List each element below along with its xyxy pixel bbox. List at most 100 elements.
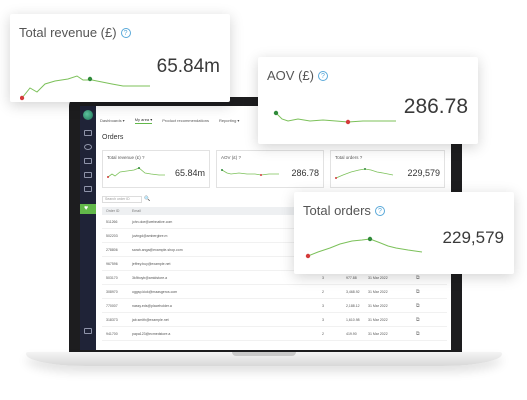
peak-dot [87, 76, 93, 82]
email-cell: nassy.eds@placeholder.a [132, 303, 172, 308]
order-id-cell: 967596 [106, 261, 118, 266]
email-cell: oggsp.kiok@maasgeros.com [132, 289, 178, 294]
app-logo[interactable] [83, 110, 93, 120]
table-row[interactable]: 770007 nassy.eds@placeholder.a 3 2,188.12 31… [102, 299, 447, 313]
search-input[interactable]: Search order ID [102, 196, 142, 203]
nav-reporting[interactable]: Reporting ▾ [218, 117, 240, 123]
copy-icon[interactable]: ⧉ [416, 288, 420, 295]
date-cell: 31 Mar 2022 [368, 303, 388, 308]
col-order-id[interactable]: Order ID [106, 209, 120, 213]
order-id-cell: 278806 [106, 247, 118, 252]
card-value: 229,579 [442, 228, 504, 247]
total-cell: 2,188.12 [346, 303, 360, 308]
moon-icon[interactable] [84, 144, 92, 150]
date-cell: 31 Mar 2022 [368, 331, 388, 336]
date-cell: 31 Mar 2022 [368, 275, 388, 280]
nav-product-recommendations[interactable]: Product recommendations [162, 117, 209, 123]
card-title: Total revenue (£)? [19, 25, 131, 40]
laptop-notch [232, 352, 296, 356]
mini-card-value: 229,579 [407, 168, 440, 178]
order-id-cell: 318373 [106, 317, 118, 322]
card-total-orders: Total orders? 229,579 [294, 192, 514, 274]
card-title-text: AOV (£) [267, 68, 314, 83]
order-id-cell: 770007 [106, 303, 118, 308]
email-cell: john.doe@webnative.com [132, 219, 173, 224]
mini-card-revenue: Total revenue (£) ? 65.84m [102, 150, 210, 188]
order-id-cell: 941700 [106, 331, 118, 336]
heart-icon: ♥ [84, 205, 89, 212]
card-title: Total orders? [303, 203, 385, 218]
report-icon[interactable] [84, 186, 92, 192]
laptop-screen: ♥ Dashboards ▾ My area ▾ Product recomme… [80, 106, 451, 350]
table-row[interactable]: 941700 papa123@ecmedstore.a 2 419.90 31 Mar … [102, 327, 447, 341]
nav-my-area[interactable]: My area ▾ [134, 116, 153, 124]
inbox-icon[interactable] [84, 130, 92, 136]
mini-sparkline-orders [335, 168, 394, 179]
mini-card-value: 65.84m [174, 168, 205, 178]
total-cell: 977.88 [346, 275, 357, 280]
order-id-cell: 502203 [106, 233, 118, 238]
card-aov: AOV (£)? 286.78 [258, 57, 478, 144]
total-cell: 3,468.92 [346, 289, 360, 294]
email-cell: sarah.anga@example-shop.com [132, 247, 183, 252]
card-title-text: Total revenue (£) [19, 25, 117, 40]
info-icon[interactable]: ? [317, 71, 328, 81]
total-cell: 419.90 [346, 331, 357, 336]
mini-card-value: 286.78 [291, 168, 319, 178]
email-cell: jeffrey.buy@example.net [132, 261, 171, 266]
monitor-icon[interactable] [84, 158, 92, 164]
mini-sparkline-revenue [107, 167, 165, 178]
order-id-cell: 511266 [106, 219, 118, 224]
email-cell: jab.smith@example.net [132, 317, 169, 322]
page-title: Orders [102, 134, 124, 141]
quantity-cell: 3 [322, 275, 324, 280]
date-cell: 31 Mar 2022 [368, 317, 388, 322]
mini-card-title: AOV (£) ? [221, 155, 242, 160]
email-cell: juvingd@ambergbre.m [132, 233, 168, 238]
table-header: Order ID Email [102, 207, 447, 215]
mini-card-aov: AOV (£) ? 286.78 [216, 150, 324, 188]
order-id-cell: 308970 [106, 289, 118, 294]
card-title: AOV (£)? [267, 68, 328, 83]
copy-icon[interactable]: ⧉ [416, 330, 420, 337]
top-nav: Dashboards ▾ My area ▾ Product recommend… [100, 114, 451, 126]
quantity-cell: 3 [322, 317, 324, 322]
table-row[interactable]: 503170 3k9boyb@amidstore.a 3 977.88 31 Mar 2… [102, 271, 447, 285]
copy-icon[interactable]: ⧉ [416, 274, 420, 281]
search-icon[interactable]: 🔍 [144, 196, 151, 202]
email-cell: papa123@ecmedstore.a [132, 331, 171, 336]
card-value: 286.78 [403, 95, 468, 118]
sparkline-aov [273, 110, 396, 125]
card-title-text: Total orders [303, 203, 371, 218]
email-cell: 3k9boyb@amidstore.a [132, 275, 168, 280]
order-id-cell: 503170 [106, 275, 118, 280]
mini-sparkline-aov [221, 169, 279, 176]
sidebar-item-active[interactable]: ♥ [80, 204, 96, 214]
info-icon[interactable]: ? [120, 28, 131, 38]
app-sidebar: ♥ [80, 106, 96, 350]
info-icon[interactable]: ? [374, 206, 385, 216]
sparkline-orders [305, 236, 423, 259]
nav-dashboards[interactable]: Dashboards ▾ [100, 117, 125, 123]
sparkline-revenue [20, 75, 150, 101]
table-row[interactable]: 308970 oggsp.kiok@maasgeros.com 2 3,468.92 3… [102, 285, 447, 299]
laptop-base [26, 352, 502, 366]
card-value: 65.84m [156, 56, 220, 77]
quantity-cell: 2 [322, 331, 324, 336]
date-cell: 31 Mar 2022 [368, 289, 388, 294]
card-total-revenue: Total revenue (£)? 65.84m [10, 14, 230, 102]
mini-card-orders: Total orders ? 229,579 [330, 150, 445, 188]
table-row[interactable]: 318373 jab.smith@example.net 3 1,610.98 31 M… [102, 313, 447, 327]
mini-card-title: Total orders ? [335, 155, 363, 160]
copy-icon[interactable]: ⧉ [416, 316, 420, 323]
quantity-cell: 2 [322, 289, 324, 294]
orders-table: Order ID Email 511266 john.doe@webnative.… [102, 207, 447, 341]
copy-icon[interactable]: ⧉ [416, 302, 420, 309]
bag-icon[interactable] [84, 172, 92, 178]
users-icon[interactable] [84, 328, 92, 334]
col-email[interactable]: Email [132, 209, 141, 213]
mini-card-title: Total revenue (£) ? [107, 155, 145, 160]
total-cell: 1,610.98 [346, 317, 360, 322]
quantity-cell: 3 [322, 303, 324, 308]
